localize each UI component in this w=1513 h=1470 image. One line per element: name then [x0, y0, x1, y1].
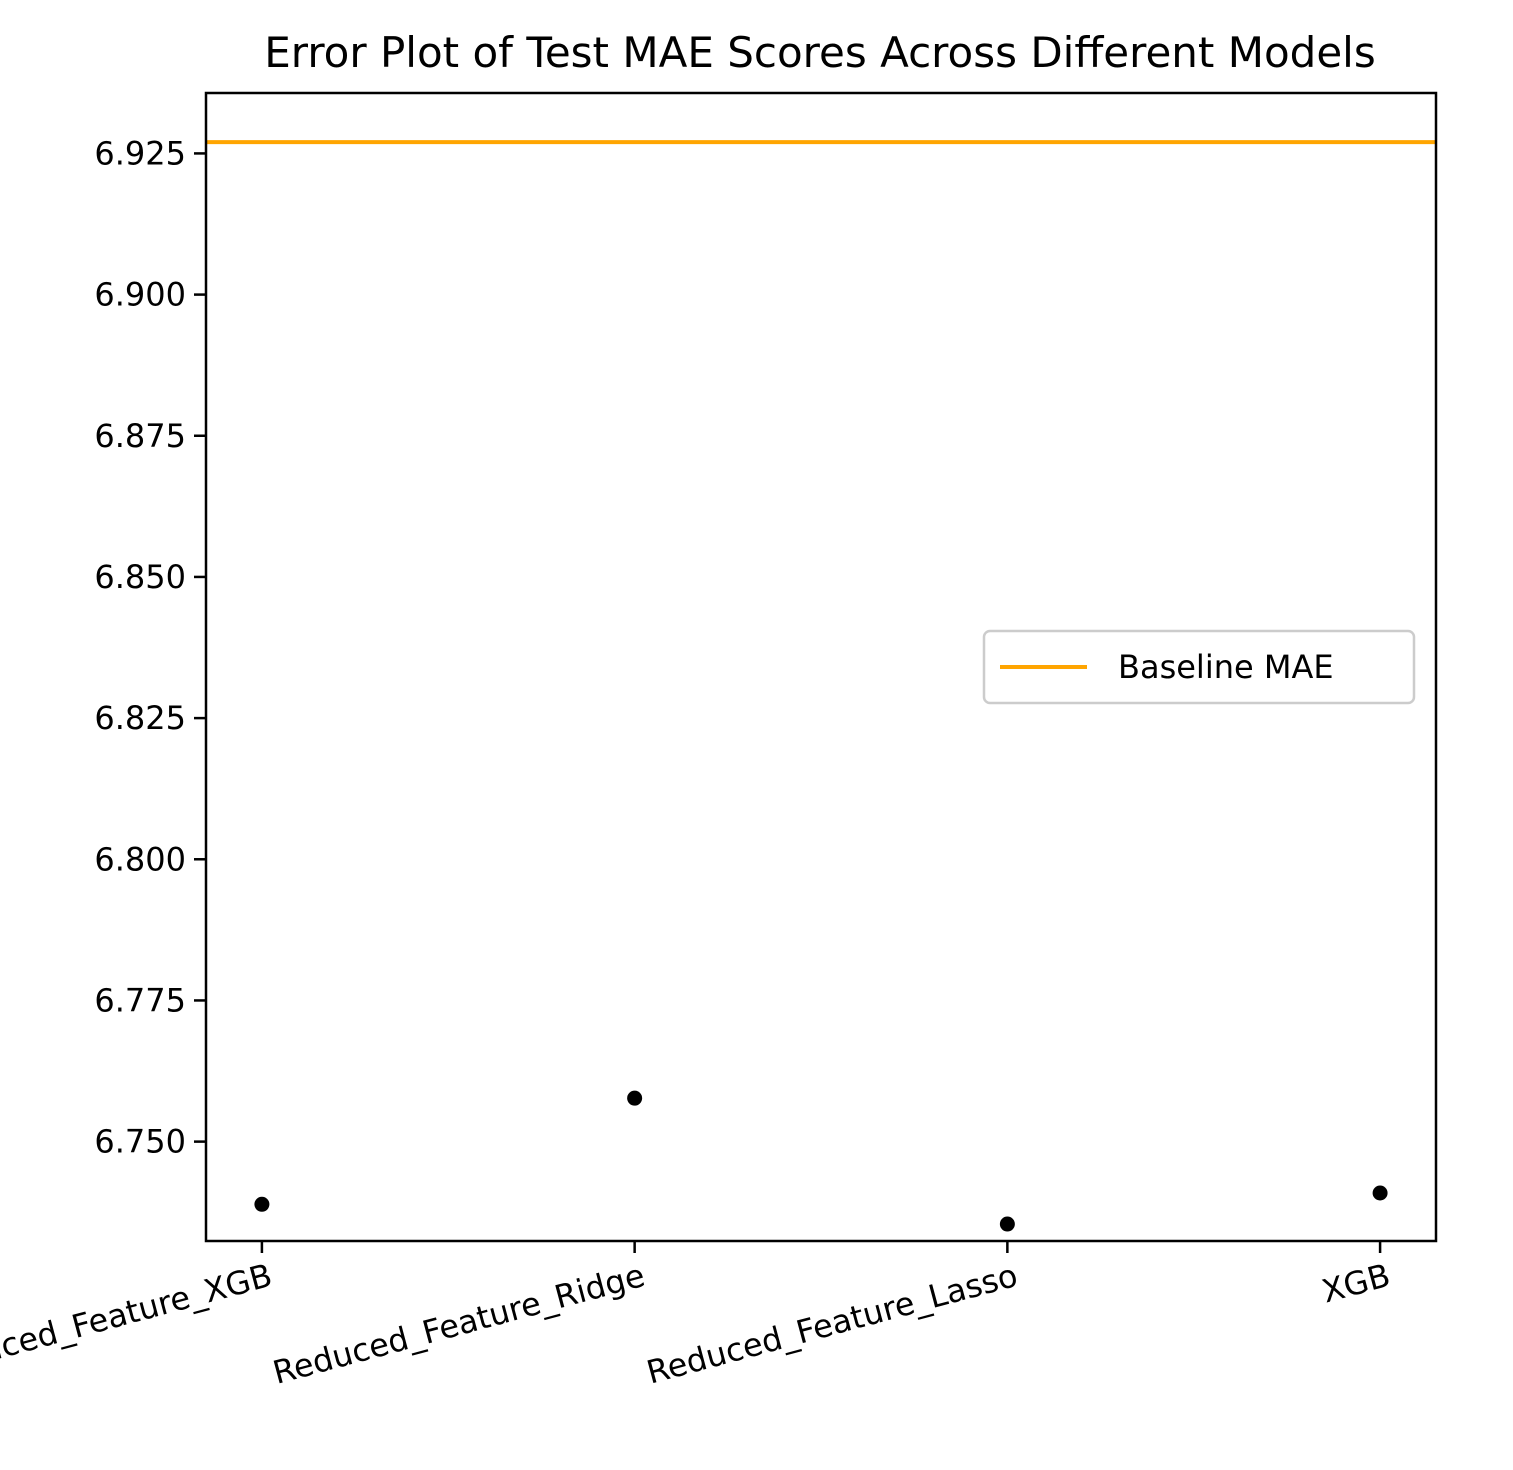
- chart-title: Error Plot of Test MAE Scores Across Dif…: [264, 28, 1375, 77]
- y-tick-label: 6.875: [94, 417, 186, 455]
- x-tick-label: Reduced_Feature_XGB: [0, 1256, 276, 1386]
- legend-box: [982, 629, 1416, 705]
- plot-area: 6.750 6.775 6.800 6.825 6.850 6.875 6.900 6.925…: [0, 91, 1438, 1392]
- legend-label: Baseline MAE: [1118, 648, 1334, 686]
- y-tick-label: 6.800: [94, 840, 186, 878]
- data-point-xgb: [1372, 1185, 1388, 1201]
- data-point-reduced-feature-ridge: [627, 1090, 643, 1106]
- data-point-reduced-feature-lasso: [999, 1216, 1015, 1232]
- data-point-reduced-feature-xgb: [254, 1196, 270, 1212]
- y-tick-label: 6.850: [94, 558, 186, 596]
- y-tick-label: 6.925: [94, 134, 186, 172]
- axes-frame: [204, 91, 1438, 1243]
- x-tick-label: XGB: [1318, 1256, 1394, 1310]
- y-tick-label: 6.900: [94, 276, 186, 314]
- y-tick-label: 6.825: [94, 699, 186, 737]
- x-tick-label: Reduced_Feature_Ridge: [269, 1256, 649, 1392]
- legend: Baseline MAE: [982, 629, 1416, 705]
- y-tick-label: 6.775: [94, 981, 186, 1019]
- y-tick-label: 6.750: [94, 1123, 186, 1161]
- x-tick-label: Reduced_Feature_Lasso: [643, 1256, 1022, 1392]
